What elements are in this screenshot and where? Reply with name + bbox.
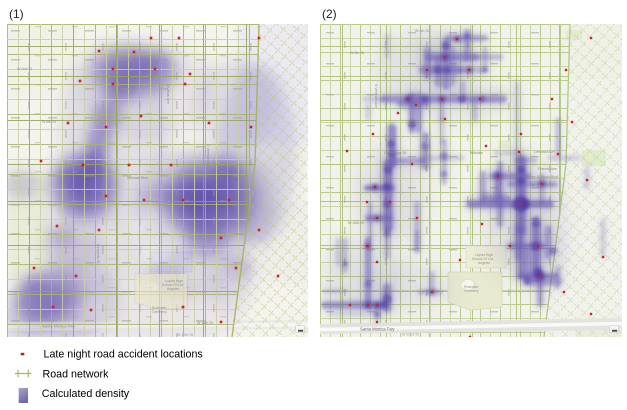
svg-text:Angeles: Angeles xyxy=(478,261,491,265)
svg-text:Wilshire Blvd: Wilshire Blvd xyxy=(127,176,148,180)
svg-text:W 17th St: W 17th St xyxy=(177,333,193,337)
svg-text:Angeles: Angeles xyxy=(167,287,180,291)
svg-text:Santa Monica Fwy: Santa Monica Fwy xyxy=(360,327,395,332)
svg-text:Cemetery: Cemetery xyxy=(464,289,479,293)
svg-text:School Of Los: School Of Los xyxy=(162,283,184,287)
svg-text:James M Wood Blvd: James M Wood Blvd xyxy=(525,175,558,179)
svg-text:Road network: Road network xyxy=(43,368,110,380)
svg-text:S Westmoreland: S Westmoreland xyxy=(424,144,428,171)
svg-text:Rosedale: Rosedale xyxy=(464,285,478,289)
svg-text:W 6th St: W 6th St xyxy=(350,51,364,55)
svg-text:Calculated density: Calculated density xyxy=(42,388,130,400)
svg-text:Cemetery: Cemetery xyxy=(152,310,167,314)
svg-text:W 22nd St: W 22nd St xyxy=(402,333,419,337)
svg-text:S Hoover St: S Hoover St xyxy=(96,244,100,263)
svg-text:Santa Monica Fwy: Santa Monica Fwy xyxy=(42,324,75,329)
svg-text:S Vermont Ave: S Vermont Ave xyxy=(206,144,210,168)
svg-text:Late night road accident locat: Late night road accident locations xyxy=(44,349,203,361)
svg-text:Leeward Ave: Leeward Ave xyxy=(534,150,555,154)
svg-text:Loyola High: Loyola High xyxy=(475,253,493,257)
svg-text:W 4th St: W 4th St xyxy=(415,29,429,33)
svg-text:S Vermont Ave: S Vermont Ave xyxy=(374,84,378,108)
svg-text:School Of Los: School Of Los xyxy=(472,257,494,261)
svg-text:Rosedale: Rosedale xyxy=(152,306,166,310)
svg-text:Cambridge St: Cambridge St xyxy=(384,151,406,155)
svg-text:Wilshire: Wilshire xyxy=(470,151,483,155)
svg-text:S Union Ave: S Union Ave xyxy=(166,84,170,104)
svg-text:W 6th St: W 6th St xyxy=(42,120,56,124)
svg-text:W 14th St: W 14th St xyxy=(47,291,63,295)
svg-text:W 16th St: W 16th St xyxy=(197,321,213,325)
svg-text:Francis Ave: Francis Ave xyxy=(538,167,557,171)
svg-text:Loyola High: Loyola High xyxy=(165,279,183,283)
svg-text:W 15th St: W 15th St xyxy=(348,221,364,225)
svg-text:W 2nd St: W 2nd St xyxy=(17,67,32,71)
